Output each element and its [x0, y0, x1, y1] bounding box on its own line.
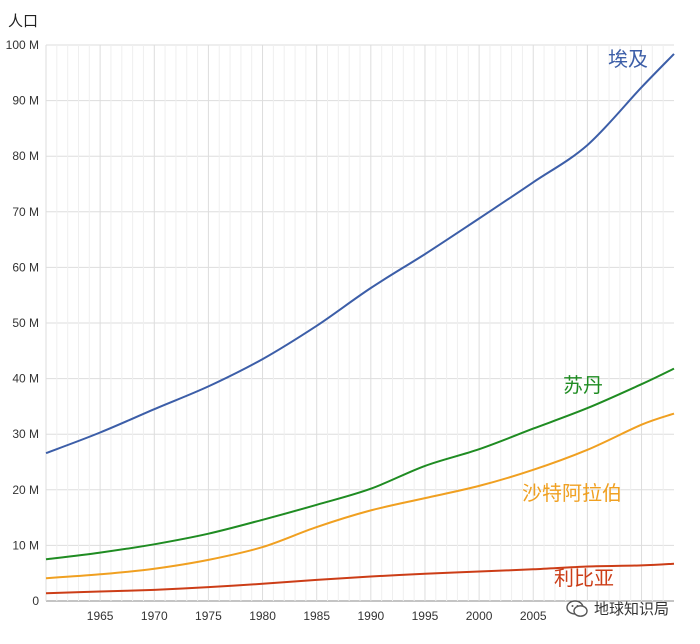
series-label-egypt: 埃及: [608, 47, 648, 71]
y-tick-label: 90 M: [12, 94, 39, 108]
wechat-icon: [566, 599, 588, 617]
series-line-sudan: [45, 367, 675, 561]
y-tick-label: 10 M: [12, 538, 39, 552]
y-tick-label: 40 M: [12, 372, 39, 386]
y-tick-label: 0: [32, 594, 39, 608]
y-axis-title: 人口: [8, 12, 38, 30]
y-tick-label: 60 M: [12, 260, 39, 274]
x-tick-label: 1970: [141, 609, 168, 623]
x-tick-label: 1985: [303, 609, 330, 623]
series-line-libya: [45, 562, 675, 595]
x-tick-label: 1965: [87, 609, 114, 623]
x-tick-label: 2000: [466, 609, 493, 623]
x-tick-label: 2005: [520, 609, 547, 623]
series-label-sudan: 苏丹: [563, 373, 603, 397]
x-tick-label: 1975: [195, 609, 222, 623]
x-tick-label: 1995: [412, 609, 439, 623]
y-tick-label: 30 M: [12, 427, 39, 441]
y-tick-label: 70 M: [12, 205, 39, 219]
axes: 0 10 M 20 M 30 M 40 M 50 M 60 M 70 M 80 M 90 M 100…: [6, 38, 547, 623]
series-label-libya: 利比亚: [554, 566, 614, 590]
y-tick-label: 50 M: [12, 316, 39, 330]
x-tick-label: 1980: [249, 609, 276, 623]
y-tick-label: 20 M: [12, 483, 39, 497]
y-tick-label: 80 M: [12, 149, 39, 163]
series-line-saudi-arabia: [45, 412, 675, 580]
series-lines: [45, 53, 675, 595]
x-tick-label: 1990: [357, 609, 384, 623]
grid-lines: [45, 44, 674, 602]
watermark: 地球知识局: [566, 598, 669, 619]
series-label-saudi-arabia: 沙特阿拉伯: [522, 481, 622, 505]
series-line-egypt: [45, 53, 675, 455]
watermark-text: 地球知识局: [594, 600, 670, 618]
y-tick-label: 100 M: [6, 38, 39, 52]
